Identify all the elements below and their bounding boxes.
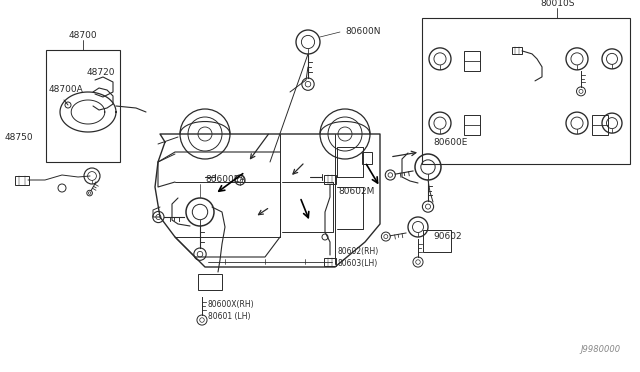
Text: 80603(LH): 80603(LH) xyxy=(338,259,378,268)
Text: 48700: 48700 xyxy=(68,31,97,40)
Text: 80010S: 80010S xyxy=(540,0,575,8)
Bar xyxy=(362,152,372,164)
Text: 48700A: 48700A xyxy=(49,85,84,94)
Bar xyxy=(15,176,29,185)
Text: 80600X(RH): 80600X(RH) xyxy=(208,300,255,309)
Bar xyxy=(464,51,480,71)
Bar xyxy=(423,230,451,252)
Bar xyxy=(46,50,120,162)
Bar xyxy=(324,258,336,266)
Bar xyxy=(198,274,222,290)
Text: 80601 (LH): 80601 (LH) xyxy=(208,312,250,321)
Text: 48720: 48720 xyxy=(86,68,115,77)
Text: 80600EA: 80600EA xyxy=(205,175,246,184)
Text: 80600N: 80600N xyxy=(345,28,381,36)
Text: 80602(RH): 80602(RH) xyxy=(338,247,380,256)
Text: 48750: 48750 xyxy=(5,132,34,141)
Bar xyxy=(422,18,630,164)
Bar xyxy=(592,115,608,135)
Text: 80600E: 80600E xyxy=(433,138,467,147)
Bar xyxy=(512,47,522,54)
Bar xyxy=(464,115,480,135)
Text: 90602: 90602 xyxy=(433,232,461,241)
Bar xyxy=(324,174,336,183)
Text: J9980000: J9980000 xyxy=(580,346,620,355)
Text: 80602M: 80602M xyxy=(338,187,374,196)
